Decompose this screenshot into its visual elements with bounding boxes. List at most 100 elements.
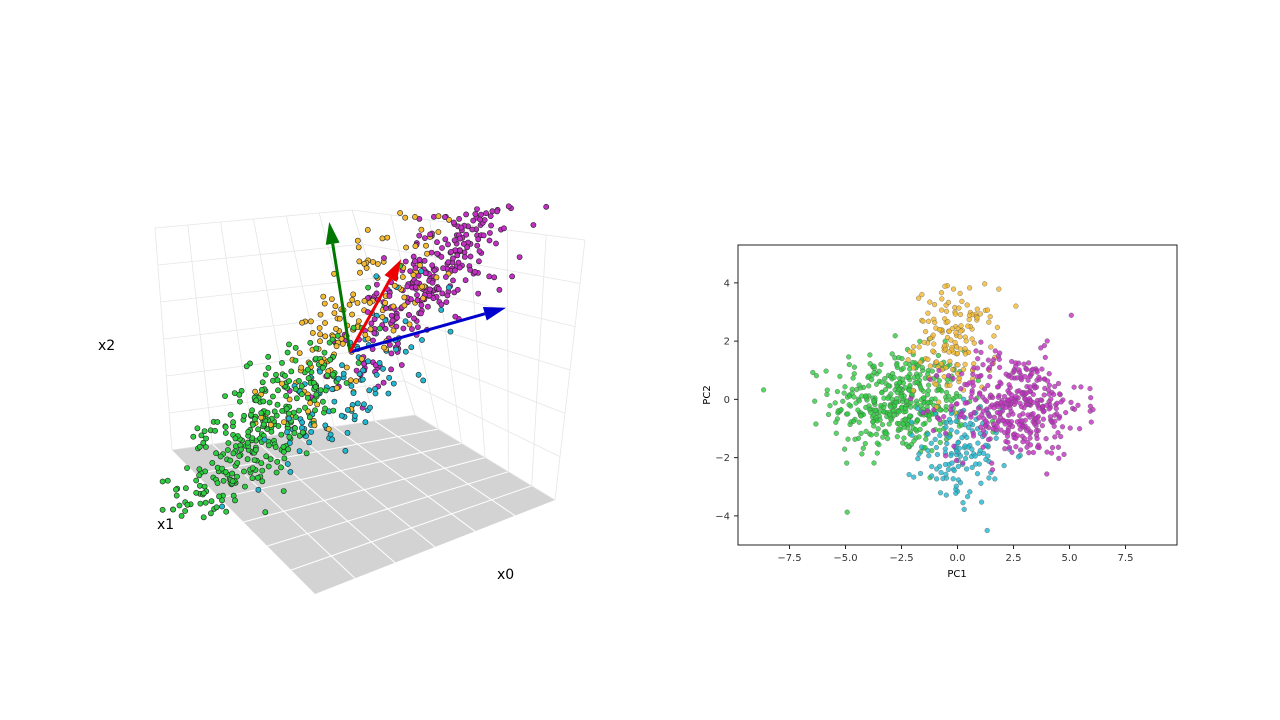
pca-point bbox=[952, 339, 958, 346]
3d-point bbox=[241, 468, 247, 475]
pca-point bbox=[1052, 418, 1058, 424]
pca-point bbox=[934, 476, 940, 482]
3d-point bbox=[433, 274, 440, 281]
pca-point bbox=[991, 414, 997, 420]
3d-point bbox=[442, 274, 449, 280]
3d-point bbox=[259, 467, 266, 474]
pca-point bbox=[920, 421, 926, 427]
pca-point bbox=[993, 435, 999, 441]
pca-point bbox=[992, 476, 998, 482]
3d-points bbox=[159, 203, 550, 521]
pca-point bbox=[1033, 428, 1040, 434]
pca-point bbox=[994, 424, 1000, 430]
3d-point bbox=[198, 432, 205, 439]
pca-point bbox=[858, 430, 864, 436]
wall-grid-line bbox=[531, 234, 547, 486]
pca-point bbox=[1048, 450, 1055, 456]
pca-point bbox=[1035, 444, 1041, 450]
pca-point bbox=[882, 376, 888, 382]
pca-point bbox=[833, 419, 839, 425]
pca-point bbox=[1045, 387, 1052, 393]
3d-point bbox=[316, 325, 323, 331]
pca-point bbox=[928, 440, 934, 446]
3d-point bbox=[267, 421, 274, 428]
3d-point bbox=[349, 296, 356, 303]
3d-point bbox=[353, 367, 360, 374]
3d-point bbox=[430, 295, 437, 302]
3d-point bbox=[336, 315, 343, 322]
pca-point bbox=[1002, 430, 1008, 436]
pca-point bbox=[988, 392, 994, 398]
3d-point bbox=[232, 435, 239, 442]
3d-point bbox=[445, 241, 451, 248]
pca-point bbox=[927, 299, 933, 305]
pca-point bbox=[1072, 406, 1078, 412]
pca-point bbox=[906, 472, 912, 478]
3d-point bbox=[413, 279, 420, 286]
pca-point bbox=[903, 406, 909, 412]
y-tick-label: 4 bbox=[724, 278, 730, 289]
3d-point bbox=[231, 390, 238, 396]
3d-point bbox=[478, 211, 484, 218]
3d-point bbox=[286, 440, 293, 446]
pca-point bbox=[943, 471, 949, 477]
pca-point bbox=[916, 434, 922, 440]
3d-point bbox=[483, 210, 489, 217]
3d-point bbox=[438, 301, 445, 308]
3d-point bbox=[350, 390, 357, 396]
pca-point bbox=[996, 356, 1002, 362]
3d-point bbox=[283, 392, 289, 399]
x-tick-label: −5.0 bbox=[833, 553, 857, 564]
pca-point bbox=[1061, 451, 1067, 457]
pca-point bbox=[886, 421, 892, 427]
pca-point bbox=[910, 344, 917, 350]
3d-point bbox=[455, 259, 462, 266]
pca-point bbox=[1048, 396, 1054, 402]
pca-point bbox=[900, 440, 906, 446]
pca-point bbox=[1078, 384, 1084, 390]
pca-point bbox=[981, 432, 987, 438]
pca-point bbox=[852, 436, 858, 442]
3d-point bbox=[354, 400, 361, 407]
pca-point bbox=[863, 404, 869, 411]
pca-point bbox=[908, 419, 914, 425]
3d-point bbox=[431, 267, 438, 274]
pca-point bbox=[887, 412, 893, 418]
pca-point bbox=[977, 373, 983, 379]
pca-point bbox=[1025, 401, 1031, 407]
pca-point bbox=[974, 471, 981, 477]
pca-point bbox=[873, 431, 879, 437]
3d-point bbox=[317, 331, 323, 338]
3d-point bbox=[362, 331, 369, 338]
3d-point bbox=[263, 453, 270, 460]
3d-point bbox=[427, 231, 433, 238]
pca-point bbox=[1088, 395, 1094, 401]
pca-point bbox=[904, 374, 910, 380]
3d-point bbox=[476, 248, 483, 255]
3d-point bbox=[434, 239, 440, 246]
3d-point bbox=[287, 468, 294, 475]
pca-point bbox=[994, 324, 1000, 330]
pca-point bbox=[989, 467, 996, 473]
3d-point bbox=[322, 333, 329, 340]
pca-point bbox=[871, 369, 877, 376]
pca-point bbox=[950, 367, 956, 373]
3d-point bbox=[321, 349, 328, 356]
3d-point bbox=[448, 248, 454, 255]
3d-point bbox=[265, 442, 272, 449]
3d-point bbox=[305, 408, 311, 415]
3d-point bbox=[222, 430, 229, 436]
pca-point bbox=[1004, 401, 1010, 407]
3d-point bbox=[285, 410, 292, 417]
3d-point bbox=[450, 277, 456, 284]
pca-point bbox=[933, 373, 940, 379]
pca-point bbox=[1087, 386, 1093, 392]
pca-point bbox=[926, 453, 932, 459]
pca-point bbox=[957, 311, 964, 318]
3d-point bbox=[292, 386, 299, 392]
pca-point bbox=[932, 302, 938, 308]
3d-point bbox=[475, 290, 482, 297]
pca-point bbox=[868, 432, 874, 438]
3d-point bbox=[202, 499, 209, 506]
